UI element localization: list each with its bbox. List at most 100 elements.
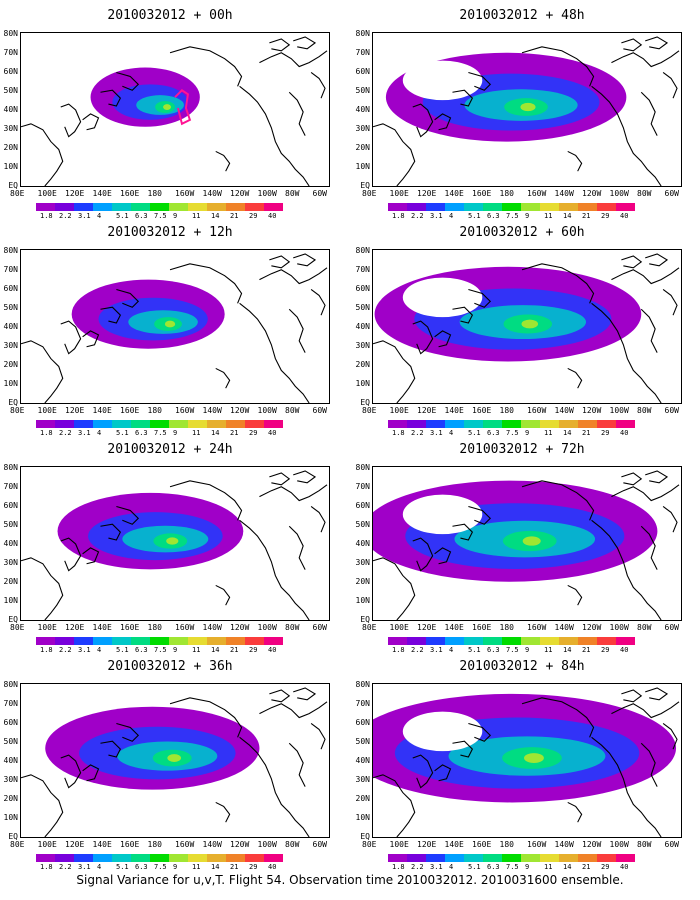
colorbar-label: 7.5 <box>154 429 167 437</box>
latitude-label: 10N <box>3 162 18 171</box>
longitude-label: 160E <box>472 623 492 632</box>
variance-field-peak <box>524 753 544 763</box>
colorbar-swatch <box>150 637 169 645</box>
colorbar-label: 1.8 <box>40 863 53 871</box>
coastline <box>645 687 669 701</box>
colorbar-label: 9 <box>525 212 530 220</box>
forecast-panel: 2010032012 + 00h 80N 70N 60N 50N 40N 30N 20N 10N… <box>0 8 340 220</box>
coastline <box>310 506 326 533</box>
coastline <box>60 103 82 138</box>
longitude-label: 180 <box>147 189 162 198</box>
coastline <box>269 689 291 703</box>
variance-field-peak <box>164 320 176 328</box>
colorbar-swatch <box>93 637 112 645</box>
colorbar-label: 40 <box>620 212 629 220</box>
coastline <box>269 255 291 269</box>
map-area <box>372 466 682 621</box>
panel-title: 2010032012 + 72h <box>459 442 585 457</box>
coastline <box>215 150 231 172</box>
colorbar-label: 4 <box>449 863 454 871</box>
latitude-label: 40N <box>355 322 370 331</box>
coastline <box>116 71 140 91</box>
longitude-label: 100E <box>37 406 57 415</box>
longitude-label: 160W <box>527 623 547 632</box>
colorbar <box>388 420 635 428</box>
colorbar-swatch <box>131 203 150 211</box>
colorbar-label: 29 <box>249 863 258 871</box>
longitude-label: 80W <box>637 189 652 198</box>
latitude-label: 60N <box>355 501 370 510</box>
longitude-label: 160W <box>175 840 195 849</box>
colorbar-label: 9 <box>173 429 178 437</box>
coastline <box>82 330 100 348</box>
colorbar-swatch <box>150 854 169 862</box>
colorbar-swatch <box>207 637 226 645</box>
latitude-label: 50N <box>355 520 370 529</box>
colorbar-label: 1.8 <box>392 863 405 871</box>
coastline <box>468 288 492 308</box>
longitude-label: 100E <box>37 840 57 849</box>
coastline <box>567 367 583 389</box>
coastline <box>412 103 434 138</box>
longitude-label: 100E <box>389 406 409 415</box>
colorbar-swatch <box>93 854 112 862</box>
longitude-label: 100E <box>389 623 409 632</box>
colorbar <box>388 637 635 645</box>
longitude-label: 180 <box>147 406 162 415</box>
latitude-label: 70N <box>3 699 18 708</box>
coastline <box>169 263 243 304</box>
coastline <box>662 289 678 316</box>
longitude-label: 120W <box>230 623 250 632</box>
coastline <box>215 801 231 823</box>
colorbar-swatch <box>226 420 245 428</box>
colorbar-swatch <box>426 420 445 428</box>
colorbar-label: 3.1 <box>430 429 443 437</box>
latitude-label: 40N <box>355 105 370 114</box>
colorbar-label: 21 <box>230 429 239 437</box>
map-area <box>20 32 330 187</box>
coastline <box>452 740 474 758</box>
longitude-label: 180 <box>499 623 514 632</box>
longitude-label: 160E <box>120 840 140 849</box>
longitude-label: 120E <box>417 189 437 198</box>
longitude-label: 120W <box>582 406 602 415</box>
coastline <box>21 557 64 620</box>
colorbar-label: 2.2 <box>59 646 72 654</box>
longitude-label: 80W <box>285 623 300 632</box>
coastline <box>21 123 64 186</box>
longitude-label: 160W <box>175 406 195 415</box>
colorbar-label: 1.8 <box>40 212 53 220</box>
longitude-label: 120W <box>230 189 250 198</box>
coastline <box>468 505 492 525</box>
colorbar-swatch <box>559 637 578 645</box>
coastline <box>116 288 140 308</box>
longitude-label: 140E <box>92 189 112 198</box>
latitude-label: 60N <box>3 284 18 293</box>
colorbar <box>36 637 283 645</box>
colorbar-label: 11 <box>544 212 553 220</box>
colorbar-label: 9 <box>173 863 178 871</box>
colorbar-swatch <box>245 420 264 428</box>
coastline <box>412 537 434 572</box>
colorbar-swatch <box>597 854 616 862</box>
coastline <box>621 472 643 486</box>
longitude-label: 140E <box>92 623 112 632</box>
colorbar-swatch <box>207 203 226 211</box>
longitude-label: 80E <box>10 840 25 849</box>
colorbar-label: 11 <box>544 646 553 654</box>
latitude-label: 80N <box>355 246 370 255</box>
colorbar-label: 40 <box>620 429 629 437</box>
longitude-label: 140E <box>92 840 112 849</box>
coastline <box>567 801 583 823</box>
colorbar-label: 7.5 <box>154 863 167 871</box>
longitude-label: 120E <box>65 840 85 849</box>
latitude-label: 30N <box>355 341 370 350</box>
colorbar-label: 29 <box>601 212 610 220</box>
longitude-label: 100W <box>257 189 277 198</box>
longitude-label: 140E <box>444 189 464 198</box>
colorbar-swatch <box>55 637 74 645</box>
colorbar-swatch <box>464 637 483 645</box>
coastline <box>82 113 100 131</box>
latitude-label: 40N <box>3 105 18 114</box>
colorbar-label: 7.5 <box>506 646 519 654</box>
